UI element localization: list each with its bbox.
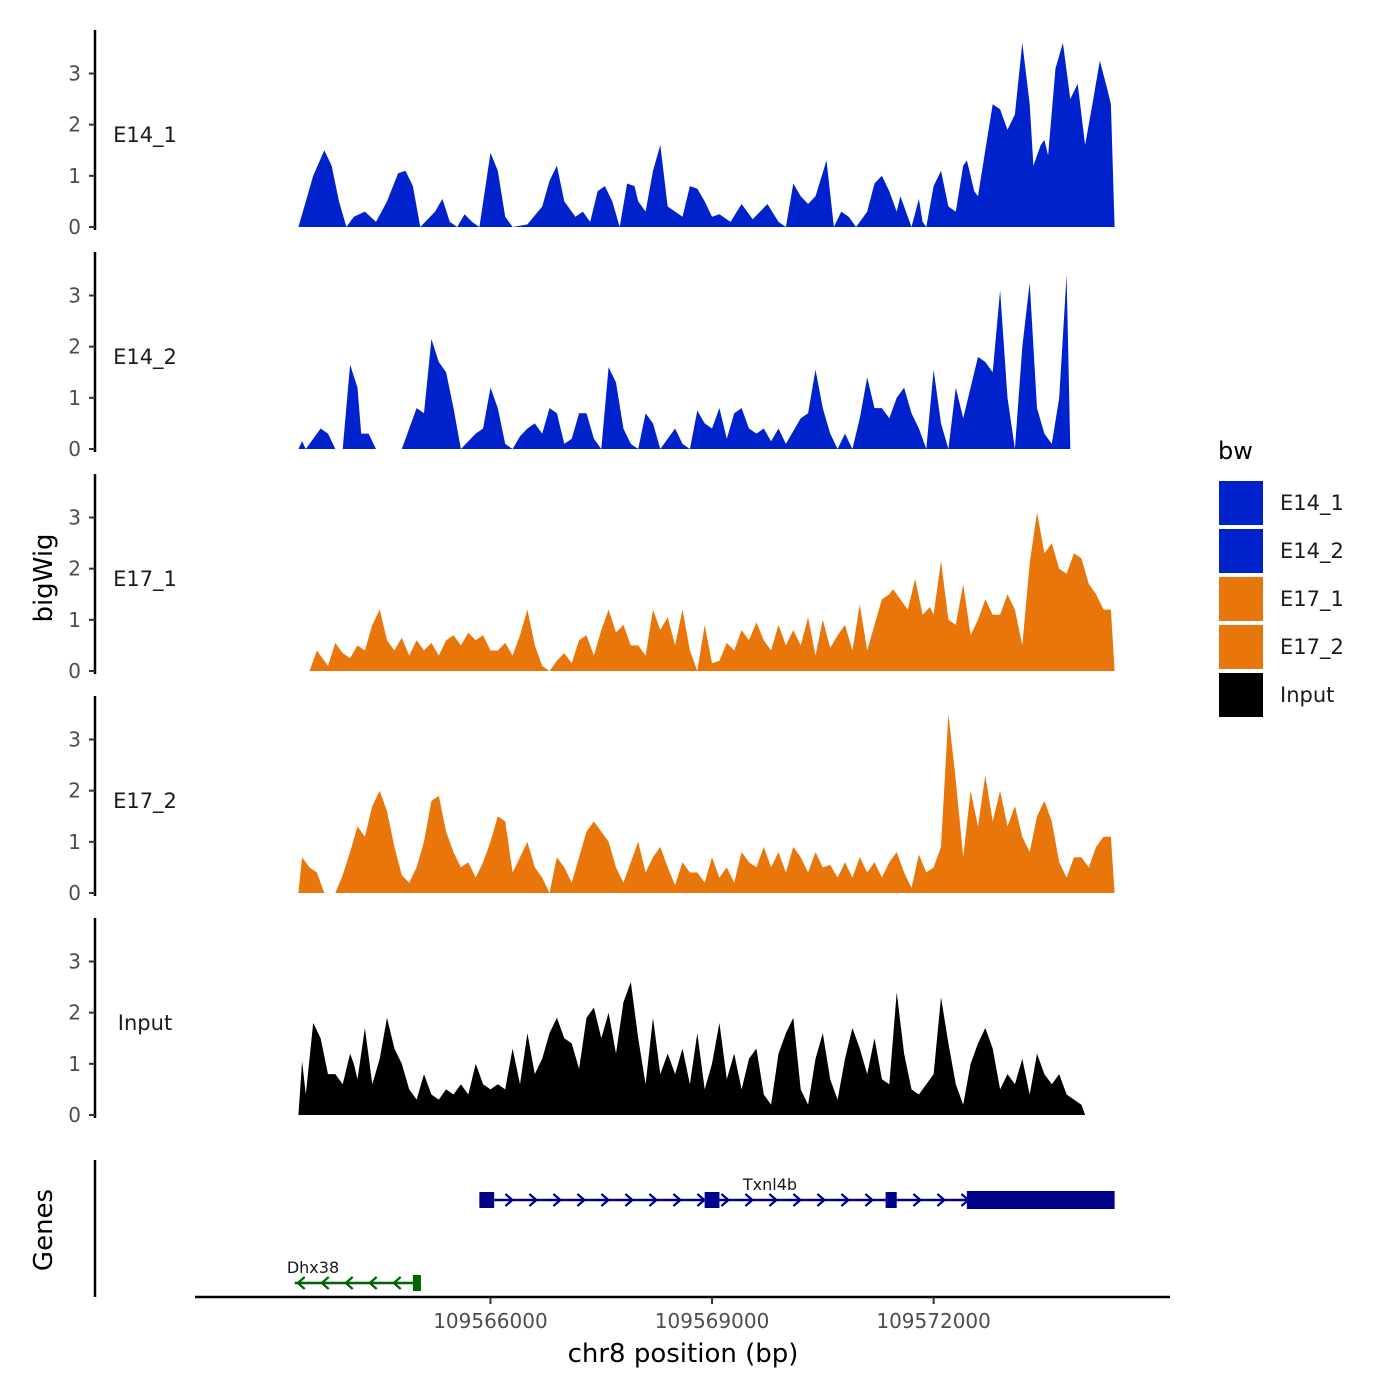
- y-tick-label: 3: [68, 949, 81, 973]
- strand-arrow: [768, 1193, 779, 1207]
- legend-label: E14_1: [1280, 491, 1344, 516]
- x-tick-label: 109566000: [433, 1309, 548, 1333]
- gene-exon: [479, 1192, 495, 1208]
- y-tick-label: 3: [68, 505, 81, 529]
- legend: bw E14_1 E14_2 E17_1 E17_2 Input: [1217, 437, 1344, 719]
- strand-arrow: [344, 1276, 354, 1290]
- strand-arrow: [840, 1193, 851, 1207]
- gene-label: Dhx38: [287, 1258, 339, 1277]
- strand-arrow: [600, 1193, 611, 1207]
- coverage-area-e17_1: [309, 512, 1115, 671]
- track-label: E14_1: [113, 123, 177, 148]
- track-e17_1: 0 1 2 3 E17_1: [68, 474, 1115, 683]
- coverage-area-e17_2: [298, 713, 1115, 893]
- gene-txnl4b: Txnl4b: [479, 1175, 1115, 1209]
- x-tick-label: 109572000: [876, 1309, 991, 1333]
- legend-swatch: [1217, 527, 1265, 575]
- strand-arrow: [936, 1193, 947, 1207]
- gene-dhx38: Dhx38: [287, 1258, 421, 1291]
- legend-swatch: [1217, 623, 1265, 671]
- y-tick-label: 2: [68, 335, 81, 359]
- y-tick-label: 1: [68, 608, 81, 632]
- coverage-tracks: 0 1 2 3 E14_1 0 1 2 3 E14_2 0 1 2 3 E17_1 0 1 2 3 E17_2 0 1 2 3…: [68, 30, 1115, 1127]
- strand-arrow: [744, 1193, 755, 1207]
- strand-arrow: [576, 1193, 587, 1207]
- x-axis-title: chr8 position (bp): [568, 1339, 799, 1369]
- strand-arrow: [672, 1193, 683, 1207]
- legend-label: E14_2: [1280, 539, 1344, 564]
- strand-arrow: [368, 1276, 378, 1290]
- y-tick-label: 3: [68, 283, 81, 307]
- strand-arrow: [720, 1193, 731, 1207]
- y-tick-label: 1: [68, 386, 81, 410]
- y-tick-label: 2: [68, 1001, 81, 1025]
- track-label: Input: [118, 1011, 172, 1035]
- track-e17_2: 0 1 2 3 E17_2: [68, 696, 1115, 905]
- strand-arrow: [392, 1276, 402, 1290]
- y-tick-label: 0: [68, 215, 81, 239]
- legend-item-e17_2: E17_2: [1217, 623, 1344, 671]
- strand-arrow: [552, 1193, 563, 1207]
- strand-arrow: [696, 1193, 707, 1207]
- y-tick-label: 3: [68, 61, 81, 85]
- track-e14_1: 0 1 2 3 E14_1: [68, 30, 1115, 239]
- y-tick-label: 2: [68, 557, 81, 581]
- strand-arrow: [528, 1193, 539, 1207]
- gene-exon: [966, 1191, 1115, 1209]
- track-label: E14_2: [113, 345, 177, 370]
- legend-swatch: [1217, 575, 1265, 623]
- y-tick-label: 2: [68, 779, 81, 803]
- y-tick-label: 2: [68, 113, 81, 137]
- legend-label: E17_2: [1280, 635, 1344, 660]
- y-tick-label: 1: [68, 1052, 81, 1076]
- y-tick-label: 1: [68, 830, 81, 854]
- y-tick-label: 0: [68, 1103, 81, 1127]
- track-input: 0 1 2 3 Input: [68, 918, 1086, 1127]
- y-tick-label: 0: [68, 659, 81, 683]
- legend-item-input: Input: [1217, 671, 1334, 719]
- x-axis: 109566000 109569000 109572000: [195, 1295, 1170, 1333]
- strand-arrow: [912, 1193, 923, 1207]
- strand-arrow: [504, 1193, 515, 1207]
- strand-arrow: [792, 1193, 803, 1207]
- legend-swatch: [1217, 671, 1265, 719]
- gene-annotation-panel: Txnl4b Dhx38: [93, 1160, 1115, 1297]
- genes-axis-title: Genes: [29, 1189, 59, 1271]
- y-tick-label: 0: [68, 437, 81, 461]
- strand-arrow: [816, 1193, 827, 1207]
- coverage-area-e14_1: [298, 42, 1115, 227]
- gene-exon: [704, 1192, 720, 1208]
- legend-item-e14_2: E14_2: [1217, 527, 1344, 575]
- track-label: E17_1: [113, 567, 177, 592]
- y-axis-title: bigWig: [29, 533, 59, 622]
- legend-swatch: [1217, 479, 1265, 527]
- gene-label: Txnl4b: [742, 1175, 797, 1194]
- track-label: E17_2: [113, 789, 177, 814]
- y-tick-label: 0: [68, 881, 81, 905]
- legend-title: bw: [1218, 437, 1253, 465]
- strand-arrow: [648, 1193, 659, 1207]
- coverage-area-input: [298, 982, 1086, 1115]
- track-e14_2: 0 1 2 3 E14_2: [68, 252, 1071, 461]
- gene-exon: [412, 1275, 421, 1291]
- legend-label: E17_1: [1280, 587, 1344, 612]
- legend-item-e14_1: E14_1: [1217, 479, 1344, 527]
- y-tick-label: 1: [68, 164, 81, 188]
- legend-item-e17_1: E17_1: [1217, 575, 1344, 623]
- strand-arrow: [864, 1193, 875, 1207]
- coverage-area-e14_2: [298, 275, 1071, 449]
- strand-arrow: [296, 1276, 306, 1290]
- strand-arrow: [320, 1276, 330, 1290]
- gene-exon: [885, 1192, 897, 1208]
- x-tick-label: 109569000: [655, 1309, 770, 1333]
- strand-arrow: [624, 1193, 635, 1207]
- legend-label: Input: [1280, 683, 1334, 707]
- y-tick-label: 3: [68, 727, 81, 751]
